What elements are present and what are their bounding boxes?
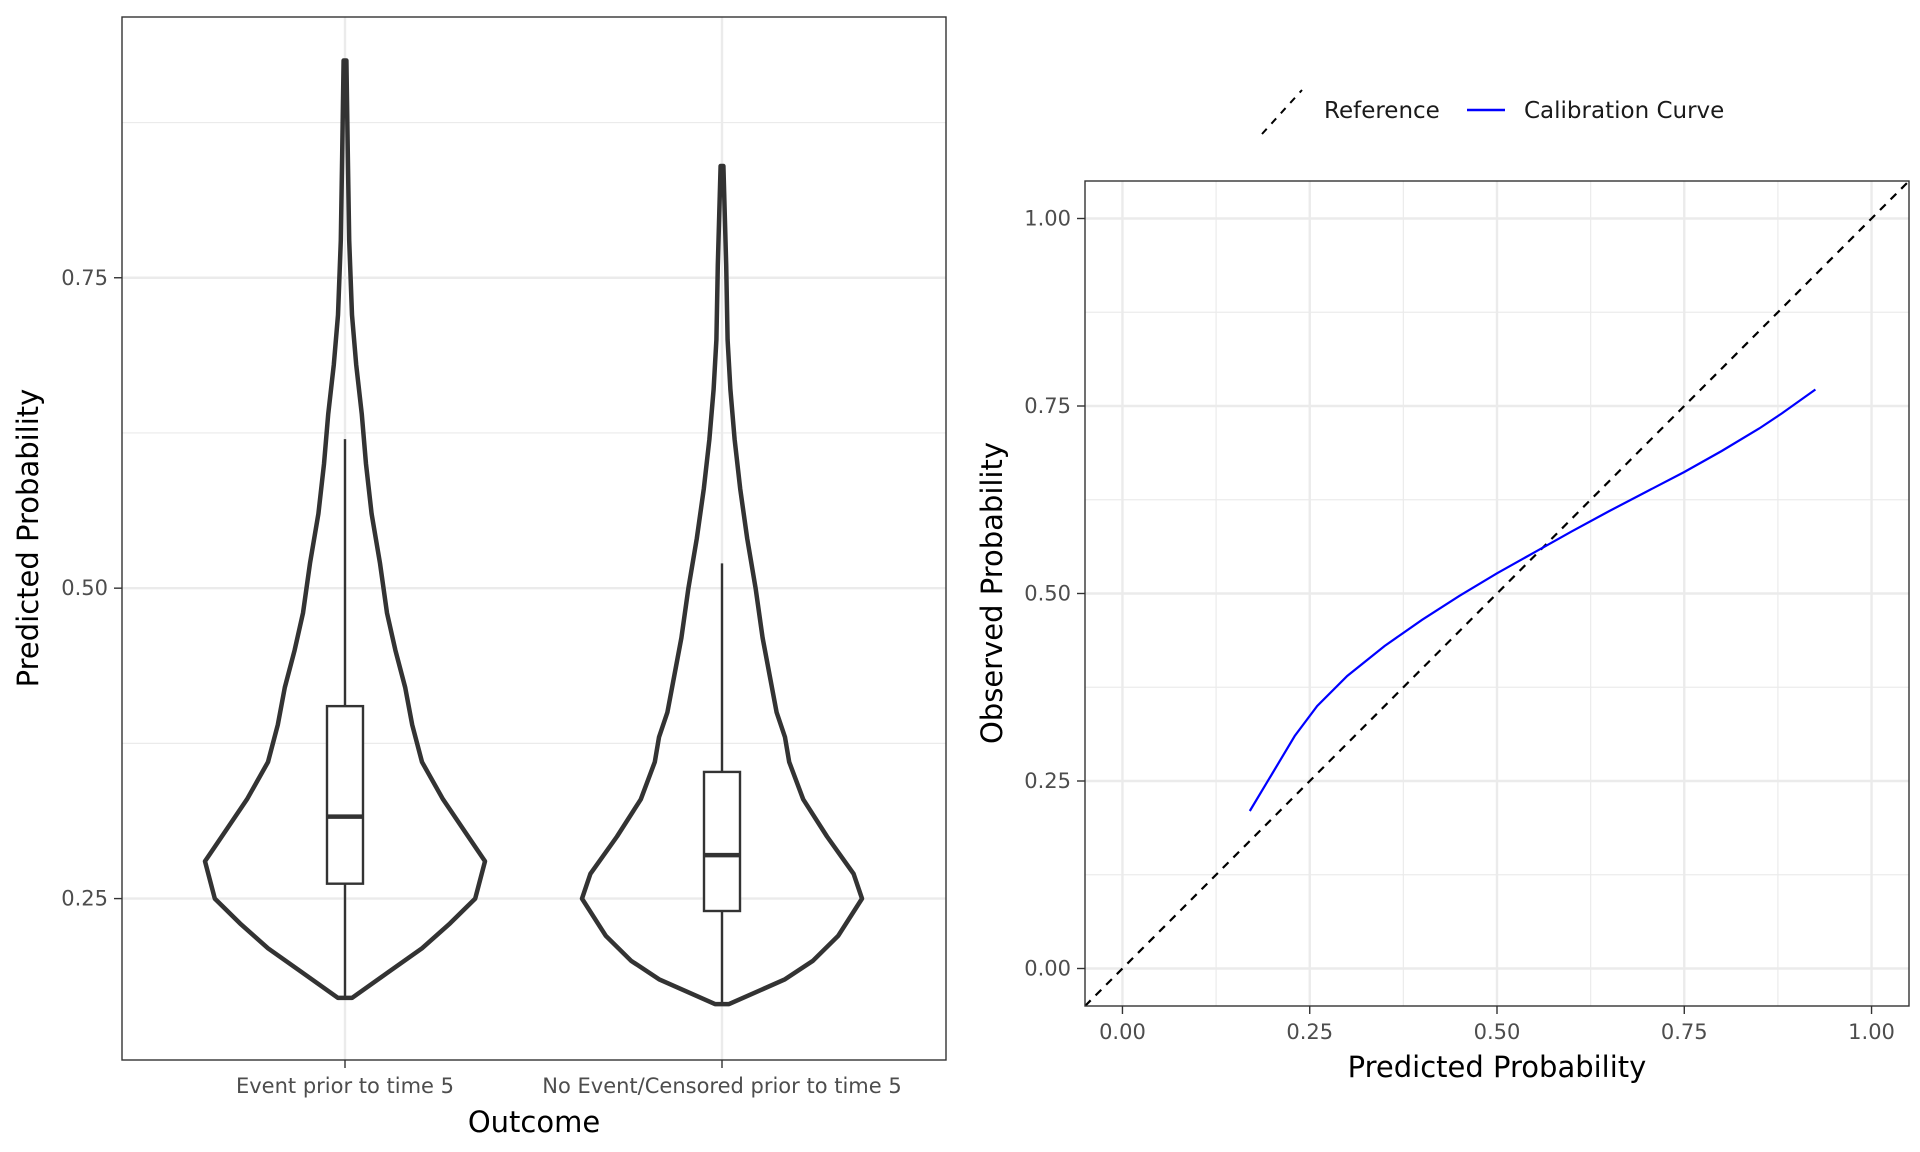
calibration-y-tick-label: 0.00	[1024, 957, 1071, 981]
calibration-plot-panel: Reference Calibration Curve 0.00 0.25 0.50…	[975, 89, 1910, 1084]
violin-y-tick-label: 0.50	[61, 576, 108, 600]
calibration-y-axis-title: Observed Probability	[975, 442, 1009, 744]
calibration-x-tick-label: 0.50	[1474, 1020, 1521, 1044]
calibration-x-tick-label: 0.75	[1661, 1020, 1708, 1044]
violin-outline	[579, 163, 865, 1007]
calibration-x-axis: 0.00 0.25 0.50 0.75 1.00	[1099, 1006, 1895, 1044]
violin-x-axis: Event prior to time 5 No Event/Censored p…	[236, 1060, 902, 1098]
violin-x-tick-label: No Event/Censored prior to time 5	[542, 1074, 901, 1098]
violin-y-axis-title: Predicted Probability	[11, 389, 45, 688]
calibration-x-tick-label: 0.25	[1286, 1020, 1333, 1044]
violin-x-axis-title: Outcome	[468, 1105, 600, 1139]
legend-label-calibration-curve: Calibration Curve	[1524, 98, 1724, 124]
box-iqr	[702, 770, 742, 913]
violin-y-axis: 0.25 0.50 0.75	[61, 266, 122, 911]
legend-key-reference	[1261, 89, 1303, 135]
calibration-gridlines	[1085, 181, 1909, 1006]
calibration-x-tick-label: 1.00	[1848, 1020, 1895, 1044]
violin-plot-panel: 0.25 0.50 0.75 Event prior to time 5 No Eve…	[11, 16, 947, 1139]
calibration-y-tick-label: 0.25	[1024, 769, 1071, 793]
boxplots	[325, 439, 742, 1005]
calibration-y-tick-label: 0.75	[1024, 394, 1071, 418]
violin-x-tick-label: Event prior to time 5	[236, 1074, 454, 1098]
legend-label-reference: Reference	[1324, 98, 1440, 124]
violin-outline	[202, 58, 488, 1001]
violins	[202, 58, 865, 1007]
calibration-y-axis: 0.00 0.25 0.50 0.75 1.00	[1024, 207, 1085, 981]
legend: Reference Calibration Curve	[1261, 89, 1724, 135]
violin-plot-border	[121, 16, 947, 1061]
calibration-x-tick-label: 0.00	[1099, 1020, 1146, 1044]
calibration-y-tick-label: 1.00	[1024, 207, 1071, 231]
violin-y-tick-label: 0.75	[61, 266, 108, 290]
calibration-x-axis-title: Predicted Probability	[1348, 1050, 1647, 1084]
violin-plot-area	[122, 17, 946, 1060]
violin-y-tick-label: 0.25	[61, 887, 108, 911]
calibration-y-tick-label: 0.50	[1024, 582, 1071, 606]
calibration-curve-line	[1248, 388, 1817, 812]
calibration-series	[1085, 181, 1909, 1006]
box-iqr	[325, 704, 365, 885]
